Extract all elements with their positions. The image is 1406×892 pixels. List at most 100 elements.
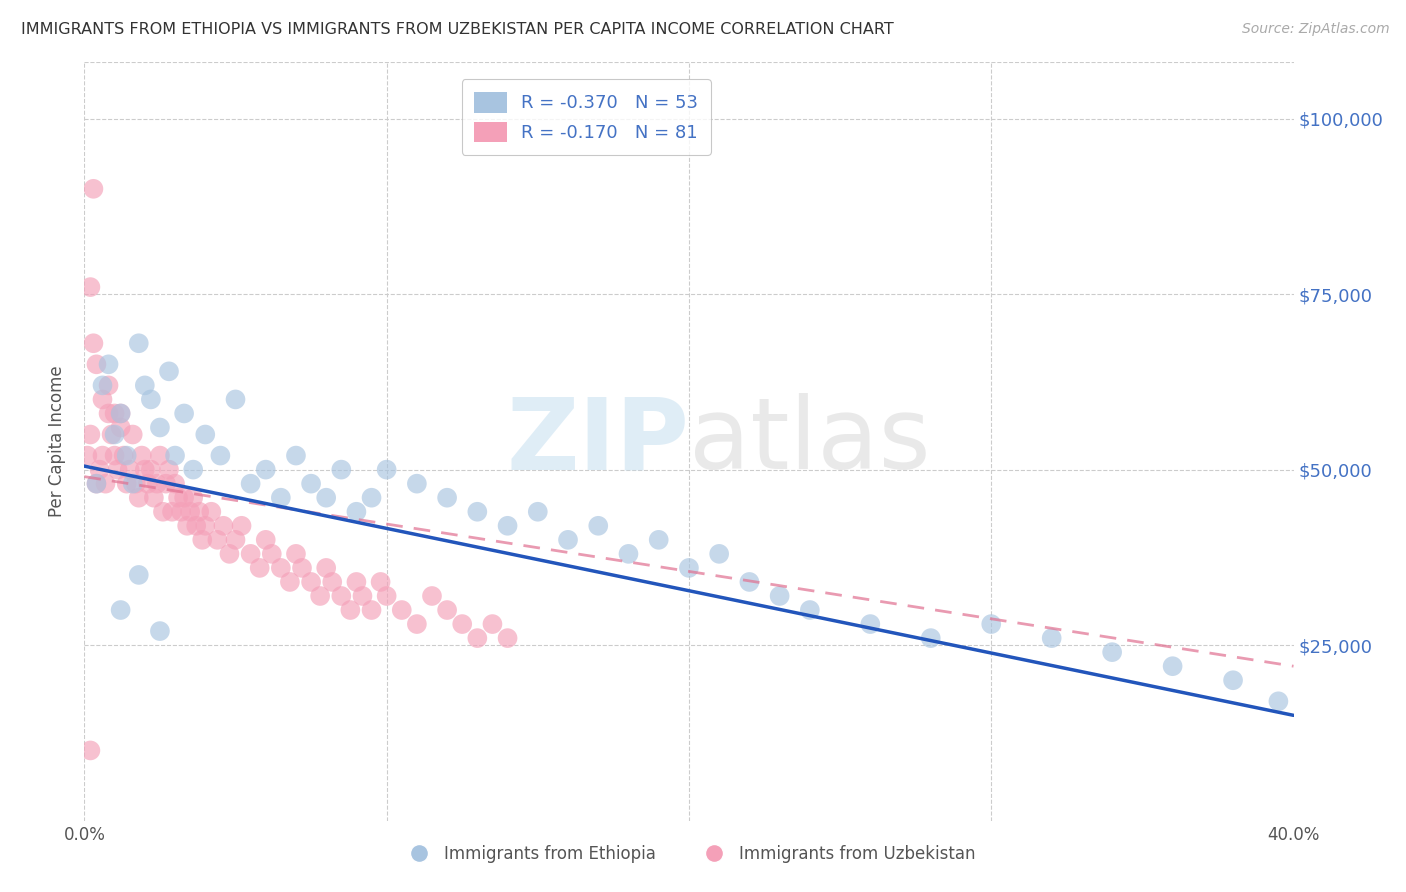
Point <box>194 518 217 533</box>
Point <box>134 462 156 476</box>
Point <box>1267 694 1289 708</box>
Point <box>173 407 195 421</box>
Point <box>118 462 141 476</box>
Point <box>97 378 120 392</box>
Point <box>254 462 277 476</box>
Point <box>285 449 308 463</box>
Point <box>309 589 332 603</box>
Point <box>339 603 361 617</box>
Point <box>920 631 942 645</box>
Point <box>181 462 204 476</box>
Point <box>330 462 353 476</box>
Point <box>149 420 172 434</box>
Point <box>100 427 122 442</box>
Point <box>110 420 132 434</box>
Point <box>315 561 337 575</box>
Point <box>260 547 283 561</box>
Point <box>86 476 108 491</box>
Point <box>375 462 398 476</box>
Point <box>467 631 489 645</box>
Point <box>139 392 162 407</box>
Point <box>360 491 382 505</box>
Point <box>97 407 120 421</box>
Point <box>980 617 1002 632</box>
Point <box>97 357 120 371</box>
Point <box>91 449 114 463</box>
Point <box>176 518 198 533</box>
Point <box>157 462 180 476</box>
Y-axis label: Per Capita Income: Per Capita Income <box>48 366 66 517</box>
Point <box>299 476 322 491</box>
Point <box>769 589 792 603</box>
Point <box>112 449 135 463</box>
Point <box>239 547 262 561</box>
Point <box>157 364 180 378</box>
Point <box>110 407 132 421</box>
Point <box>291 561 314 575</box>
Point <box>149 624 172 639</box>
Point <box>420 589 443 603</box>
Point <box>181 491 204 505</box>
Point <box>110 603 132 617</box>
Point <box>239 476 262 491</box>
Point <box>375 589 398 603</box>
Point <box>617 547 640 561</box>
Point <box>194 427 217 442</box>
Point <box>170 505 193 519</box>
Point <box>527 505 550 519</box>
Point <box>225 392 247 407</box>
Point <box>82 182 104 196</box>
Point <box>436 603 458 617</box>
Point <box>104 427 127 442</box>
Point <box>125 476 148 491</box>
Point <box>278 574 301 589</box>
Point <box>136 476 159 491</box>
Point <box>107 462 129 476</box>
Text: Source: ZipAtlas.com: Source: ZipAtlas.com <box>1241 22 1389 37</box>
Point <box>86 476 108 491</box>
Point <box>146 476 169 491</box>
Point <box>496 518 519 533</box>
Point <box>79 280 101 294</box>
Point <box>285 547 308 561</box>
Point <box>436 491 458 505</box>
Point <box>142 491 165 505</box>
Point <box>467 505 489 519</box>
Point <box>152 505 174 519</box>
Point <box>200 505 222 519</box>
Point <box>149 449 172 463</box>
Point <box>207 533 229 547</box>
Point <box>128 568 150 582</box>
Point <box>155 476 177 491</box>
Point <box>115 476 138 491</box>
Point <box>128 336 150 351</box>
Point <box>231 518 253 533</box>
Point <box>165 449 187 463</box>
Point <box>299 574 322 589</box>
Point <box>104 449 127 463</box>
Point <box>270 561 292 575</box>
Point <box>209 449 232 463</box>
Text: atlas: atlas <box>689 393 931 490</box>
Point <box>406 617 429 632</box>
Point <box>121 427 143 442</box>
Point <box>110 407 132 421</box>
Point <box>678 561 700 575</box>
Point <box>218 547 240 561</box>
Point <box>346 574 368 589</box>
Point <box>799 603 821 617</box>
Point <box>330 589 353 603</box>
Point <box>160 505 183 519</box>
Point <box>94 476 117 491</box>
Point <box>648 533 671 547</box>
Point <box>481 617 503 632</box>
Point <box>709 547 731 561</box>
Point <box>86 357 108 371</box>
Point <box>360 603 382 617</box>
Point <box>212 518 235 533</box>
Point <box>1040 631 1063 645</box>
Point <box>134 378 156 392</box>
Point <box>352 589 374 603</box>
Point <box>79 427 101 442</box>
Point <box>79 743 101 757</box>
